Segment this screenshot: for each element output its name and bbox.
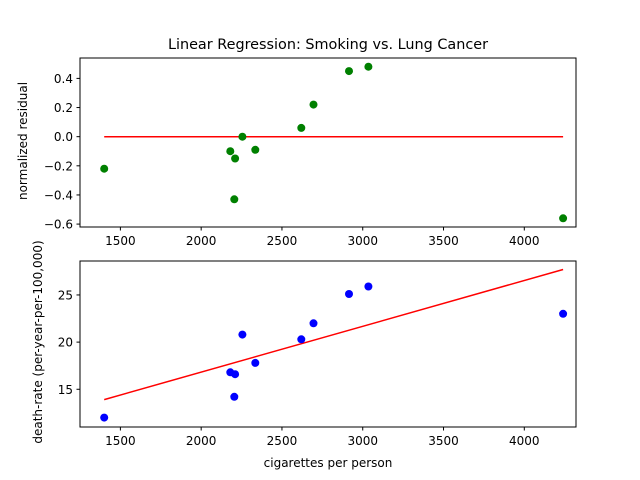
- death-rate-plot-y-tick-label: 25: [58, 288, 73, 302]
- death-rate-plot-y-tick-label: 20: [58, 336, 73, 350]
- death-rate-plot-point-7: [309, 319, 318, 328]
- death-rate-plot-point-4: [238, 330, 247, 339]
- death-rate-plot-x-tick-label: 4000: [509, 434, 540, 448]
- residual-plot-point-10: [559, 214, 568, 223]
- residual-plot-x-tick-label: 3000: [347, 234, 378, 248]
- residual-plot-x-tick-label: 2000: [186, 234, 217, 248]
- death-rate-plot-y-axis-label: death-rate (per-year-per-100,000): [31, 240, 45, 443]
- death-rate-plot-x-tick-label: 2500: [267, 434, 298, 448]
- death-rate-plot-x-axis-label: cigarettes per person: [264, 456, 393, 470]
- residual-plot-y-axis-label: normalized residual: [16, 82, 30, 200]
- residual-plot-y-tick-label: −0.4: [44, 188, 73, 202]
- death-rate-plot-x-tick-label: 1500: [105, 434, 136, 448]
- residual-plot-y-tick-label: 0.2: [54, 101, 73, 115]
- residual-plot-axes-frame: [79, 57, 577, 228]
- residual-plot-point-1: [226, 147, 235, 156]
- death-rate-plot-x-tick-label: 2000: [186, 434, 217, 448]
- residual-plot: Linear Regression: Smoking vs. Lung Canc…: [16, 37, 577, 248]
- residual-plot-x-tick-label: 2500: [267, 234, 298, 248]
- death-rate-plot-point-6: [297, 335, 306, 344]
- residual-plot-y-tick-label: −0.6: [44, 218, 73, 232]
- residual-plot-title: Linear Regression: Smoking vs. Lung Canc…: [168, 37, 488, 53]
- death-rate-plot-fit-line: [103, 268, 564, 401]
- death-rate-plot-y-tick-label: 15: [58, 383, 73, 397]
- residual-plot-x-tick-label: 1500: [105, 234, 136, 248]
- residual-plot-point-0: [100, 164, 109, 173]
- death-rate-plot: death-rate (per-year-per-100,000) cigare…: [31, 240, 577, 470]
- death-rate-plot-point-3: [231, 370, 240, 379]
- death-rate-plot-x-tick-label: 3000: [347, 434, 378, 448]
- residual-plot-point-4: [238, 132, 247, 141]
- death-rate-plot-x-tick-label: 3500: [428, 434, 459, 448]
- death-rate-plot-point-5: [251, 358, 260, 367]
- residual-plot-point-5: [251, 145, 260, 154]
- death-rate-plot-point-10: [559, 309, 568, 318]
- residual-plot-y-tick-label: 0.4: [54, 72, 73, 86]
- residual-plot-x-tick-label: 4000: [509, 234, 540, 248]
- residual-plot-point-7: [309, 100, 318, 109]
- residual-plot-point-2: [230, 195, 239, 204]
- residual-plot-point-9: [364, 62, 373, 71]
- death-rate-plot-axes-frame: [79, 260, 577, 428]
- residual-plot-x-tick-label: 3500: [428, 234, 459, 248]
- residual-plot-point-3: [231, 154, 240, 163]
- death-rate-plot-point-9: [364, 282, 373, 291]
- residual-plot-point-8: [345, 67, 353, 76]
- death-rate-plot-point-0: [100, 413, 109, 422]
- residual-plot-y-tick-label: 0.0: [54, 130, 73, 144]
- residual-plot-point-6: [297, 123, 306, 132]
- death-rate-plot-point-8: [345, 290, 353, 298]
- death-rate-plot-point-2: [230, 392, 239, 401]
- residual-plot-y-tick-label: −0.2: [44, 159, 73, 173]
